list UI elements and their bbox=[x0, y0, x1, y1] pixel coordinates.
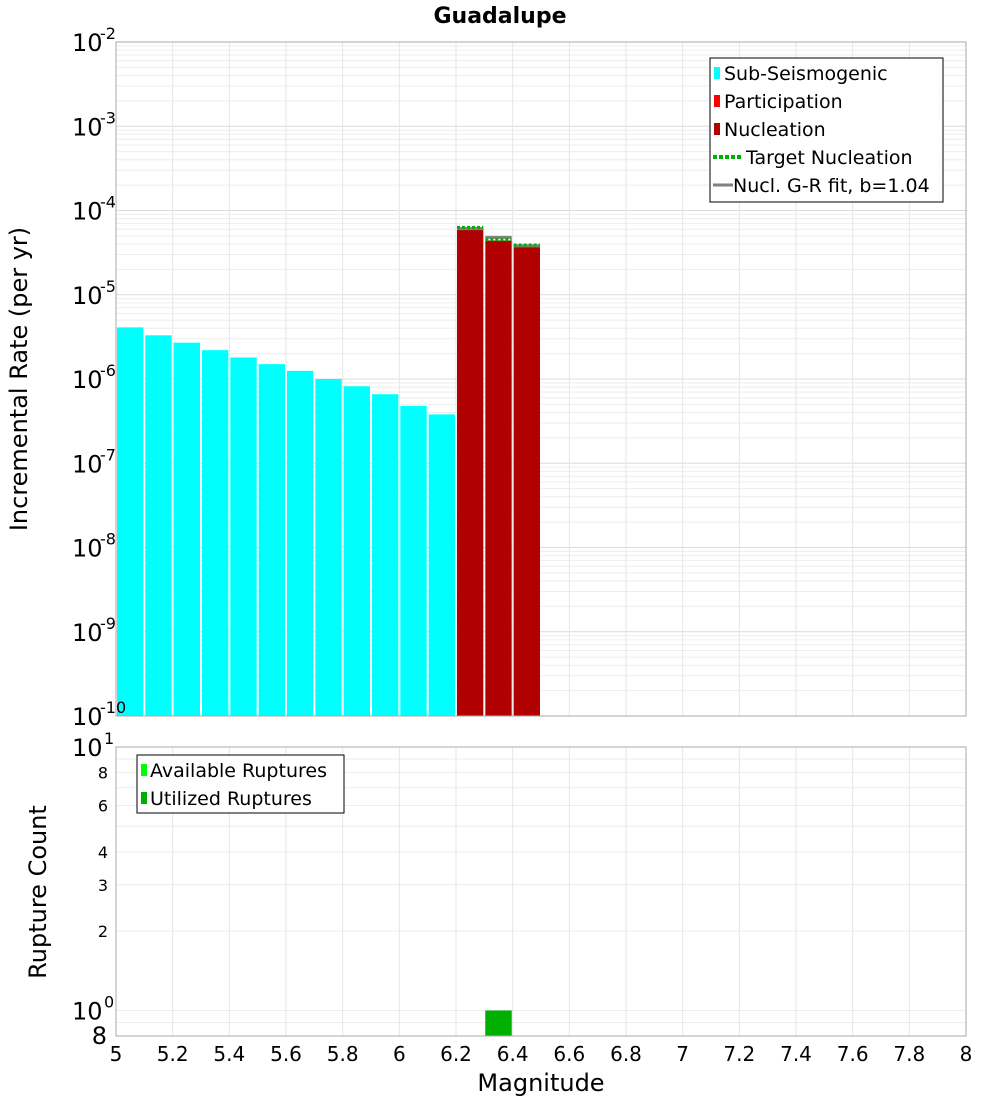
x-tick-label: 7.6 bbox=[837, 1042, 869, 1066]
y-tick-label: 2 bbox=[98, 922, 108, 941]
x-tick-label: 5 bbox=[110, 1042, 123, 1066]
x-tick-label: 7.4 bbox=[780, 1042, 812, 1066]
top-plot-frame bbox=[115, 41, 967, 717]
legend-swatch-utilized-ruptures bbox=[141, 792, 147, 804]
sub-seismogenic-bar bbox=[117, 327, 144, 716]
y-tick-exponent: -3 bbox=[100, 108, 116, 127]
x-axis-label: Magnitude bbox=[477, 1069, 604, 1097]
legend-label-sub-seismogenic: Sub-Seismogenic bbox=[724, 63, 888, 85]
sub-seismogenic-bar bbox=[145, 335, 172, 716]
x-tick-label: 7.8 bbox=[893, 1042, 925, 1066]
legend-swatch-available-ruptures bbox=[141, 764, 147, 776]
sub-seismogenic-bar bbox=[372, 394, 399, 716]
y-tick-label: 4 bbox=[98, 843, 108, 862]
legend-swatch-nucleation bbox=[714, 123, 720, 135]
top-plot-lines bbox=[457, 225, 540, 248]
y-tick-label: 8 bbox=[98, 764, 108, 783]
sub-seismogenic-bar bbox=[343, 386, 370, 716]
bottom-y-axis-label: Rupture Count bbox=[24, 805, 52, 979]
bottom-plot-frame bbox=[115, 746, 967, 1037]
legend-label-nucleation: Nucleation bbox=[724, 119, 826, 141]
y-tick-label: 10 bbox=[72, 450, 103, 478]
top-legend-box bbox=[709, 57, 944, 203]
y-tick-exponent: -5 bbox=[100, 277, 116, 296]
nucleation-bar bbox=[485, 240, 512, 716]
sub-seismogenic-bar bbox=[230, 357, 257, 716]
top-y-axis-label: Incremental Rate (per yr) bbox=[5, 227, 33, 531]
sub-seismogenic-bar bbox=[173, 342, 200, 716]
y-tick-exponent: -4 bbox=[100, 193, 116, 212]
y-tick-exponent: -7 bbox=[100, 445, 116, 464]
bottom-legend: Available Ruptures Utilized Ruptures bbox=[136, 754, 345, 814]
y-tick-label: 10 bbox=[72, 29, 103, 57]
y-tick-label: 10 bbox=[72, 282, 103, 310]
y-tick-label: 8 bbox=[92, 1022, 107, 1050]
sub-seismogenic-bar bbox=[400, 405, 427, 716]
y-tick-exponent: -8 bbox=[100, 530, 116, 549]
bottom-legend-box bbox=[136, 754, 345, 814]
top-plot-grid bbox=[115, 42, 967, 717]
sub-seismogenic-bar bbox=[287, 370, 314, 716]
y-tick-exponent: -10 bbox=[100, 698, 126, 717]
y-tick-label: 10 bbox=[72, 619, 103, 647]
legend-label-utilized-ruptures: Utilized Ruptures bbox=[150, 788, 312, 810]
y-tick-label: 10 bbox=[72, 997, 103, 1025]
x-tick-label: 5.8 bbox=[327, 1042, 359, 1066]
legend-swatch-sub-seismogenic bbox=[714, 67, 720, 79]
bottom-plot-bars bbox=[485, 1010, 512, 1036]
x-tick-label: 6.4 bbox=[497, 1042, 529, 1066]
y-tick-exponent: 1 bbox=[104, 729, 114, 748]
y-tick-label: 6 bbox=[98, 796, 108, 815]
x-tick-label: 6.6 bbox=[553, 1042, 585, 1066]
top-plot-bars bbox=[117, 229, 540, 717]
y-tick-label: 10 bbox=[72, 734, 103, 762]
top-legend: Sub-Seismogenic Participation Nucleation… bbox=[709, 57, 944, 203]
sub-seismogenic-bar bbox=[258, 364, 285, 716]
legend-label-gr-fit: Nucl. G-R fit, b=1.04 bbox=[733, 175, 930, 197]
utilized-ruptures-bar bbox=[485, 1010, 512, 1036]
y-tick-label: 10 bbox=[72, 535, 103, 563]
legend-label-available-ruptures: Available Ruptures bbox=[150, 760, 327, 782]
x-tick-label: 7 bbox=[676, 1042, 689, 1066]
y-tick-label: 10 bbox=[72, 113, 103, 141]
y-tick-exponent: -2 bbox=[100, 24, 116, 43]
top-y-axis-ticks: 10-210-310-410-510-610-710-810-910-10 bbox=[72, 24, 126, 731]
legend-label-target-nucleation: Target Nucleation bbox=[745, 147, 913, 169]
sub-seismogenic-bar bbox=[428, 414, 455, 716]
y-tick-label: 3 bbox=[98, 876, 108, 895]
x-tick-label: 6.2 bbox=[440, 1042, 472, 1066]
x-tick-label: 5.2 bbox=[157, 1042, 189, 1066]
x-tick-label: 6 bbox=[393, 1042, 406, 1066]
x-tick-label: 6.8 bbox=[610, 1042, 642, 1066]
nucleation-bar bbox=[457, 229, 484, 717]
y-tick-label: 10 bbox=[72, 703, 103, 731]
y-tick-label: 10 bbox=[72, 198, 103, 226]
sub-seismogenic-bar bbox=[202, 350, 229, 716]
legend-swatch-participation bbox=[714, 95, 720, 107]
x-tick-label: 8 bbox=[960, 1042, 973, 1066]
x-tick-label: 5.6 bbox=[270, 1042, 302, 1066]
y-tick-exponent: -6 bbox=[100, 361, 116, 380]
x-axis-ticks: 5 5.2 5.4 5.6 5.8 6 6.2 6.4 6.6 6.8 7 7.2 7.4 7.6 7.8 8 bbox=[110, 1042, 973, 1066]
chart-title: Guadalupe bbox=[433, 4, 566, 29]
y-tick-exponent: -9 bbox=[100, 614, 116, 633]
y-tick-exponent: 0 bbox=[104, 992, 114, 1011]
y-tick-label: 10 bbox=[72, 366, 103, 394]
legend-label-participation: Participation bbox=[724, 91, 843, 113]
sub-seismogenic-bar bbox=[315, 379, 342, 716]
x-tick-label: 7.2 bbox=[723, 1042, 755, 1066]
nucleation-bar bbox=[513, 245, 540, 716]
x-tick-label: 5.4 bbox=[213, 1042, 245, 1066]
